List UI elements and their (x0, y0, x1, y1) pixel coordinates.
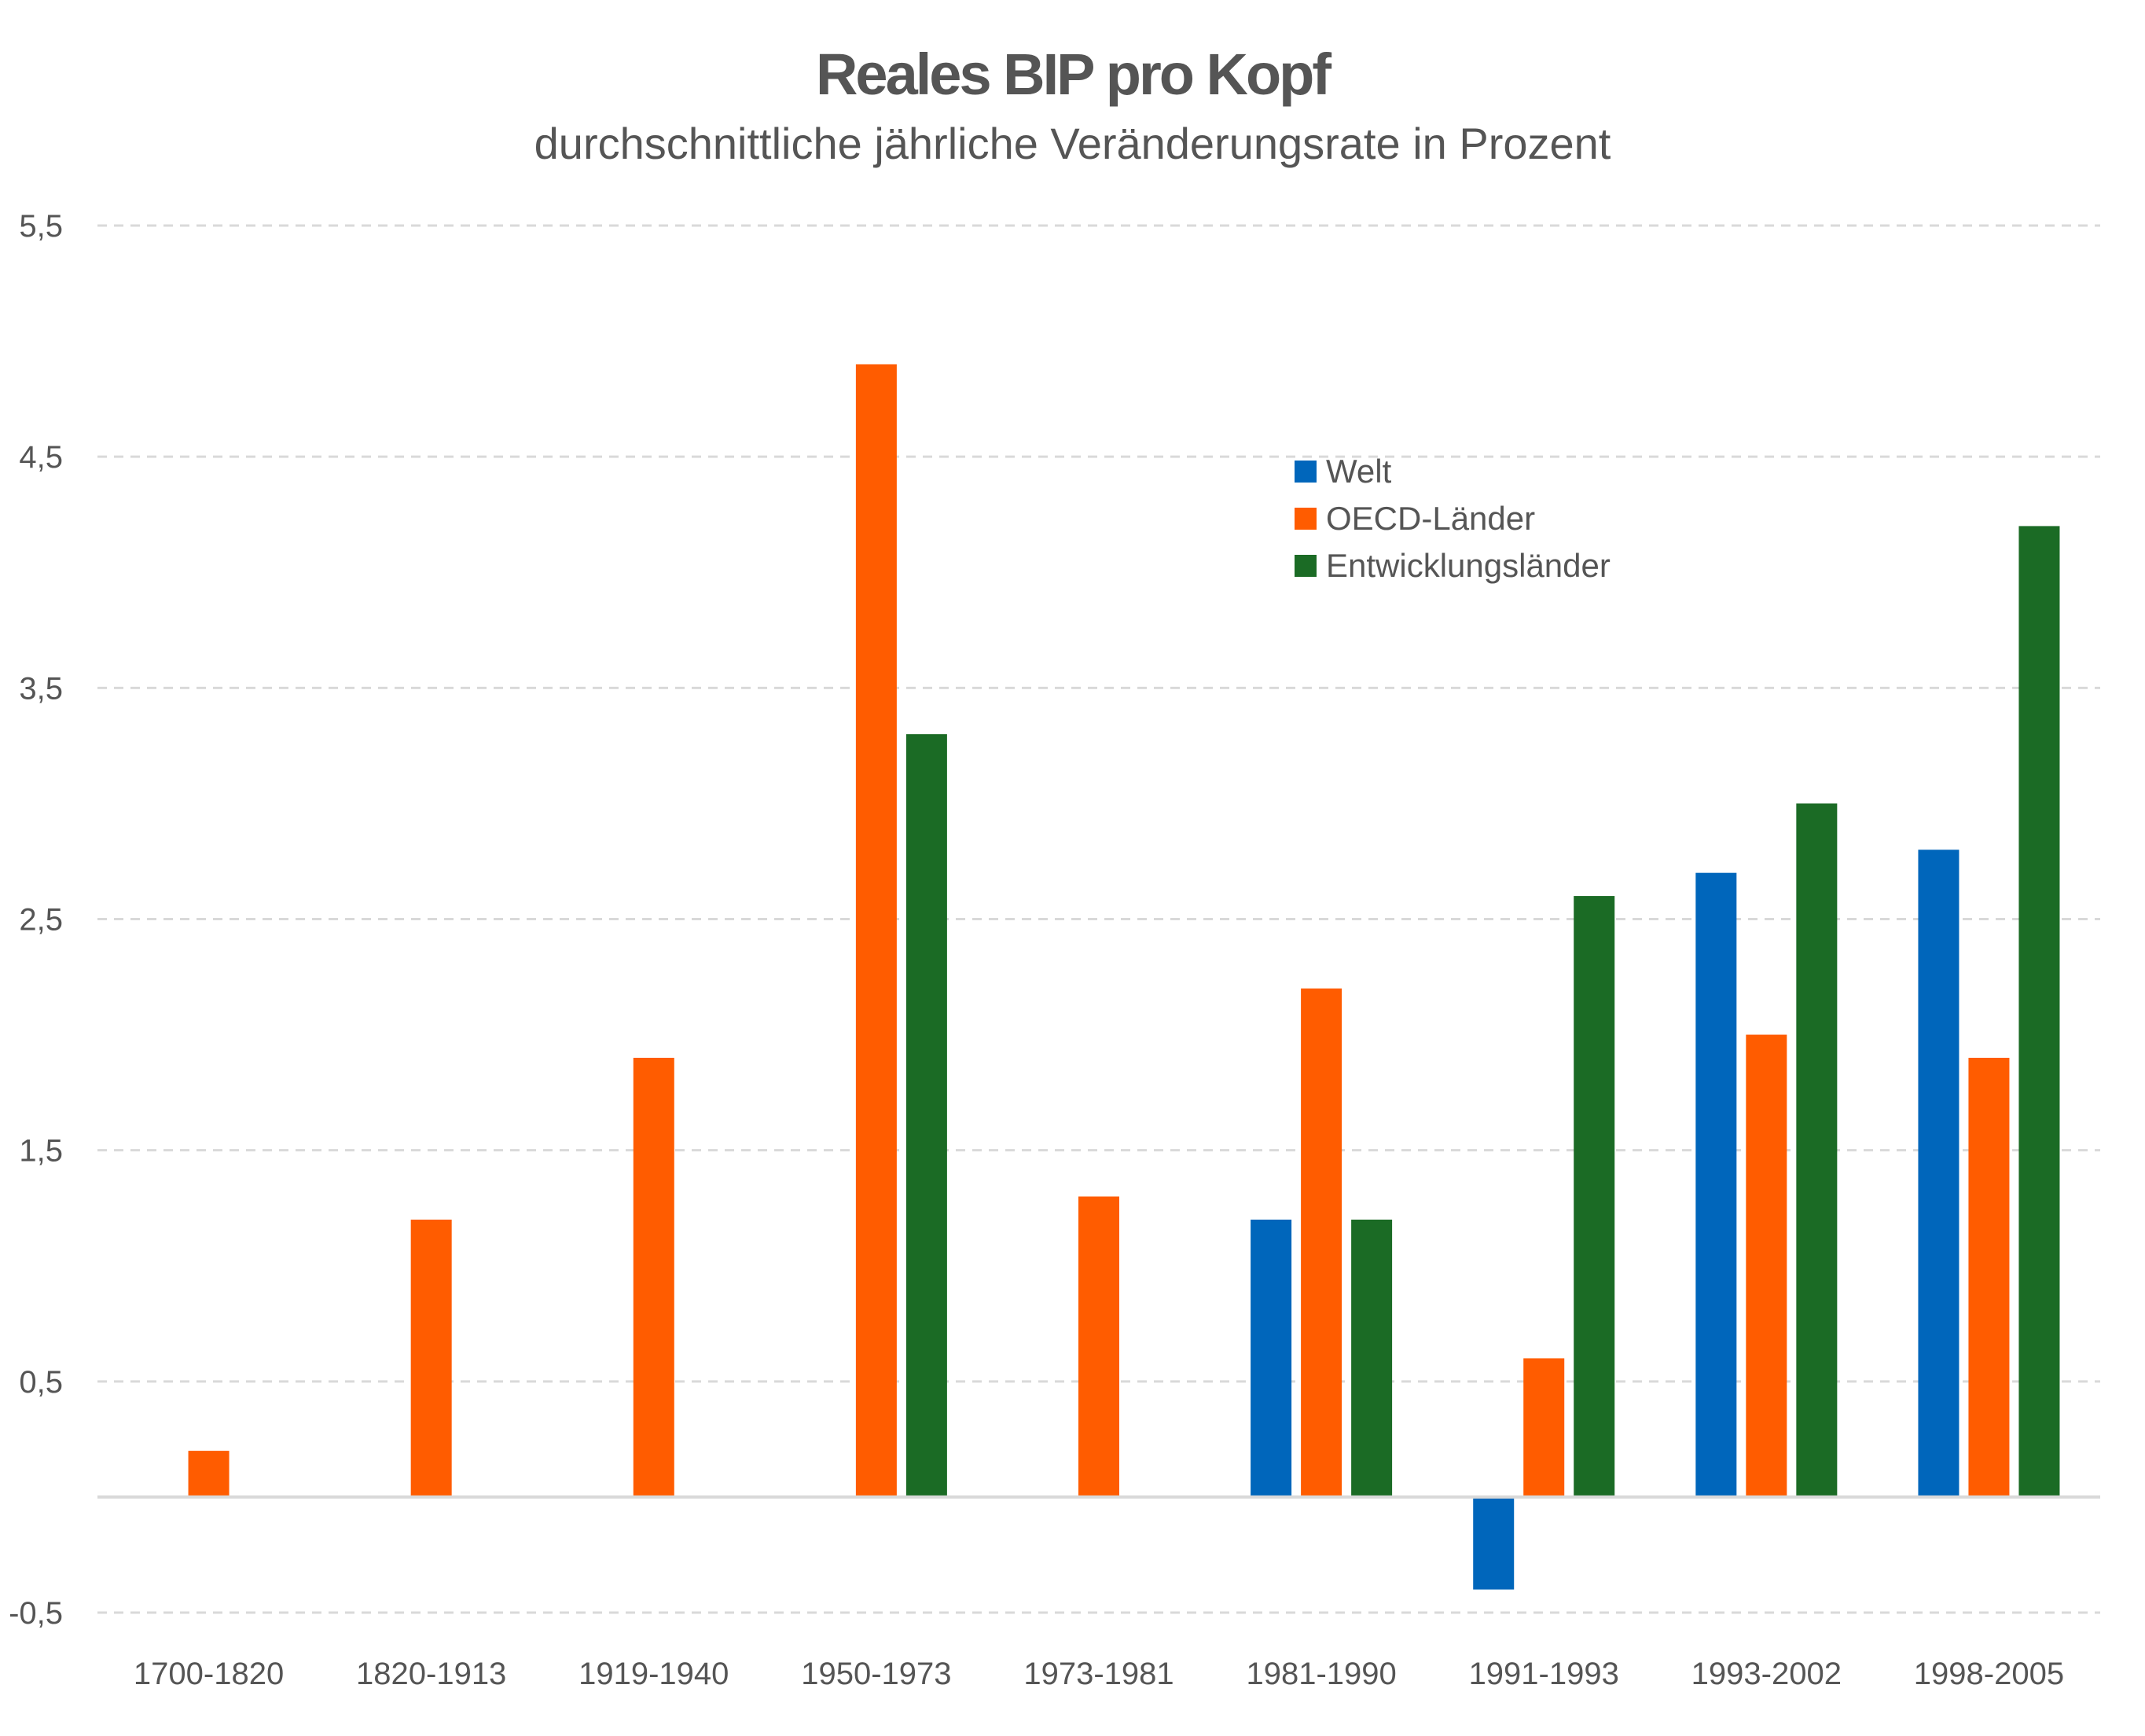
bar-oecd-l-nder-1700-1820 (188, 1451, 230, 1497)
x-tick-label: 1973-1981 (1023, 1657, 1174, 1691)
legend-label-oecd: OECD-Länder (1326, 500, 1536, 537)
bar-welt-1981-1990 (1251, 1219, 1292, 1497)
bar-entwicklungsl-nder-1981-1990 (1351, 1219, 1393, 1497)
y-axis-ticks: -0,5 0,5 1,5 2,5 3,5 4,5 5,5 (9, 209, 63, 1631)
bar-oecd-l-nder-1991-1993 (1523, 1358, 1565, 1497)
bar-oecd-l-nder-1973-1981 (1078, 1196, 1119, 1497)
bar-oecd-l-nder-1993-2002 (1746, 1034, 1787, 1497)
y-tick-label: 0,5 (19, 1365, 63, 1400)
bar-oecd-l-nder-1998-2005 (1968, 1058, 2010, 1497)
x-tick-label: 1981-1990 (1246, 1657, 1396, 1691)
bar-entwicklungsl-nder-1998-2005 (2018, 526, 2060, 1497)
bar-welt-1998-2005 (1918, 850, 1960, 1497)
y-tick-label: 2,5 (19, 903, 63, 938)
y-tick-label: 1,5 (19, 1134, 63, 1169)
bar-entwicklungsl-nder-1950-1973 (905, 734, 947, 1497)
legend-label-welt: Welt (1326, 453, 1392, 490)
bar-entwicklungsl-nder-1991-1993 (1574, 896, 1615, 1497)
legend-item-oecd: OECD-Länder (1295, 495, 1611, 542)
y-tick-label: 4,5 (19, 440, 63, 475)
x-tick-label: 1919-1940 (578, 1657, 729, 1691)
chart-subtitle: durchschnittliche jährliche Veränderungs… (534, 119, 1611, 168)
bar-welt-1991-1993 (1473, 1496, 1515, 1590)
x-tick-label: 1998-2005 (1914, 1657, 2064, 1691)
legend-item-welt: Welt (1295, 448, 1611, 495)
x-tick-label: 1950-1973 (801, 1657, 951, 1691)
legend-swatch-entwicklungslaender (1295, 555, 1317, 577)
x-axis-ticks: 1700-1820 1820-1913 1919-1940 1950-1973 1973… (134, 1657, 2064, 1691)
bars (188, 364, 2060, 1590)
bar-oecd-l-nder-1820-1913 (410, 1219, 452, 1497)
bar-oecd-l-nder-1981-1990 (1301, 988, 1342, 1497)
bar-oecd-l-nder-1919-1940 (633, 1058, 674, 1497)
x-tick-label: 1700-1820 (134, 1657, 284, 1691)
legend-swatch-welt (1295, 461, 1317, 483)
y-tick-label: 5,5 (19, 209, 63, 244)
bar-oecd-l-nder-1950-1973 (855, 364, 897, 1497)
legend-swatch-oecd (1295, 508, 1317, 530)
y-tick-label: -0,5 (9, 1596, 63, 1631)
legend-label-entwicklungslaender: Entwicklungsländer (1326, 547, 1611, 584)
bar-entwicklungsl-nder-1993-2002 (1796, 803, 1838, 1497)
legend-item-entwicklungslaender: Entwicklungsländer (1295, 542, 1611, 589)
x-tick-label: 1820-1913 (356, 1657, 506, 1691)
x-tick-label: 1991-1993 (1469, 1657, 1619, 1691)
x-tick-label: 1993-2002 (1691, 1657, 1842, 1691)
bar-welt-1993-2002 (1695, 872, 1737, 1497)
y-tick-label: 3,5 (19, 671, 63, 706)
chart-title: Reales BIP pro Kopf (815, 42, 1331, 107)
legend: Welt OECD-Länder Entwicklungsländer (1295, 448, 1611, 589)
